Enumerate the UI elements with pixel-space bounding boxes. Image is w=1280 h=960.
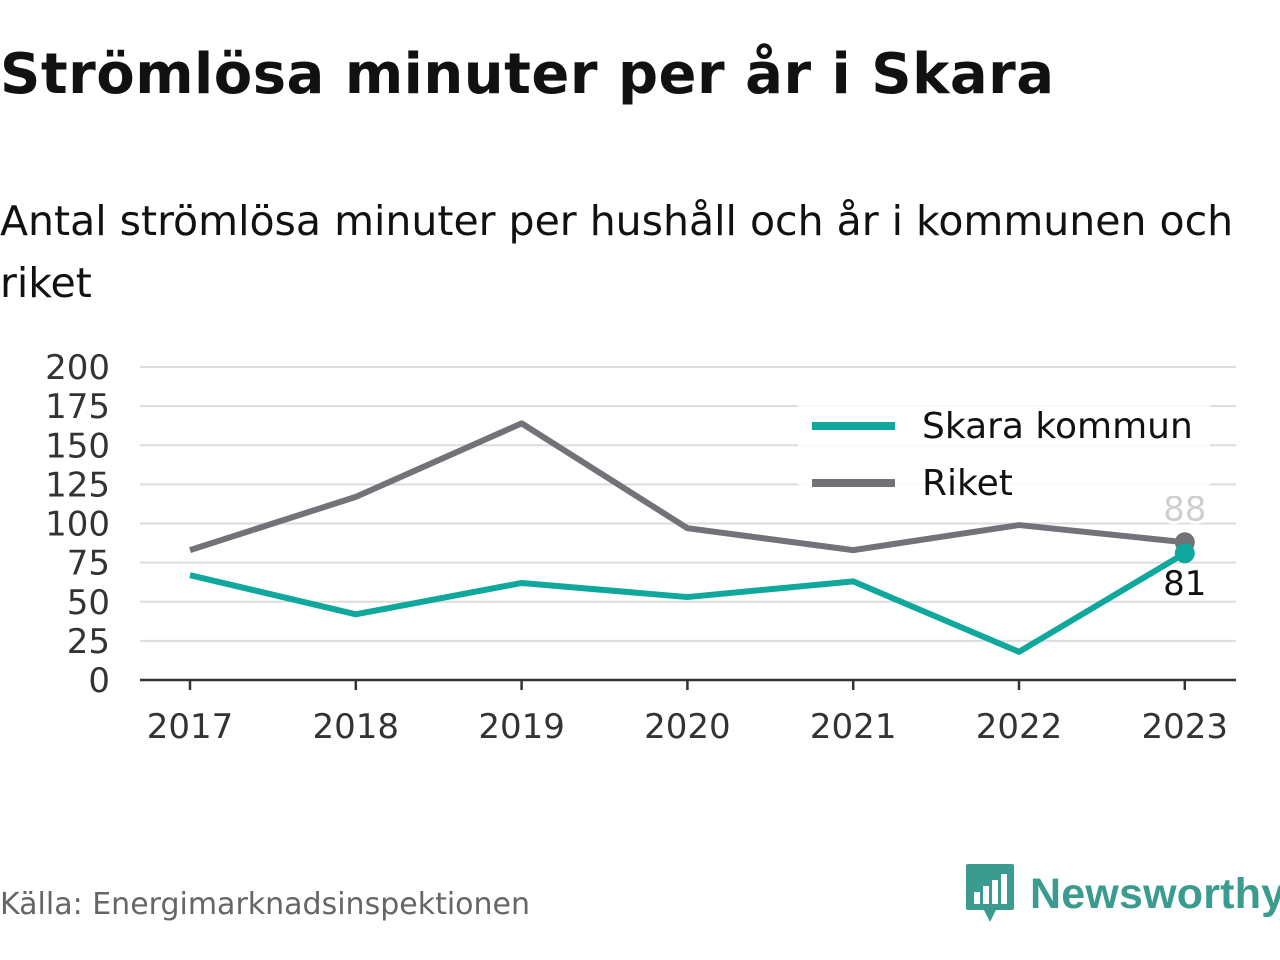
y-tick-label: 25 (67, 622, 110, 662)
y-tick-label: 50 (67, 583, 110, 623)
x-tick-label: 2019 (478, 707, 565, 747)
legend: Skara kommun Riket (798, 400, 1210, 504)
legend-label-riket: Riket (922, 463, 1013, 504)
y-tick-label: 125 (45, 465, 110, 505)
brand-logo-group: Newsworthy (964, 862, 1280, 926)
chart-subtitle: Antal strömlösa minuter per hushåll och … (0, 197, 1234, 307)
y-tick-label: 200 (45, 348, 110, 388)
grid-lines (140, 366, 1236, 642)
series-lines (189, 420, 1195, 655)
x-tick-label: 2018 (313, 707, 400, 747)
series-line-riket (189, 420, 1186, 554)
x-tick-label: 2021 (810, 707, 897, 747)
x-tick-label: 2017 (147, 707, 234, 747)
end-label-skara-kommun: 81 (1163, 564, 1206, 604)
y-tick-label: 0 (88, 661, 110, 701)
y-tick-label: 75 (67, 544, 110, 584)
y-tick-label: 150 (45, 426, 110, 466)
x-tick-label: 2022 (976, 707, 1063, 747)
legend-label-skara-kommun: Skara kommun (922, 406, 1193, 447)
x-tick-label: 2020 (644, 707, 731, 747)
brand-name: Newsworthy (1030, 869, 1280, 918)
y-tick-label: 100 (45, 505, 110, 545)
source-note: Källa: Energimarknadsinspektionen (0, 887, 531, 922)
x-tick-label: 2023 (1142, 707, 1229, 747)
y-tick-label: 175 (45, 387, 110, 427)
end-point-skara-kommun (1174, 543, 1195, 564)
chart-title: Strömlösa minuter per år i Skara (0, 42, 1055, 107)
newsworthy-logo-icon (966, 864, 1014, 922)
series-line-skara-kommun (189, 550, 1187, 655)
